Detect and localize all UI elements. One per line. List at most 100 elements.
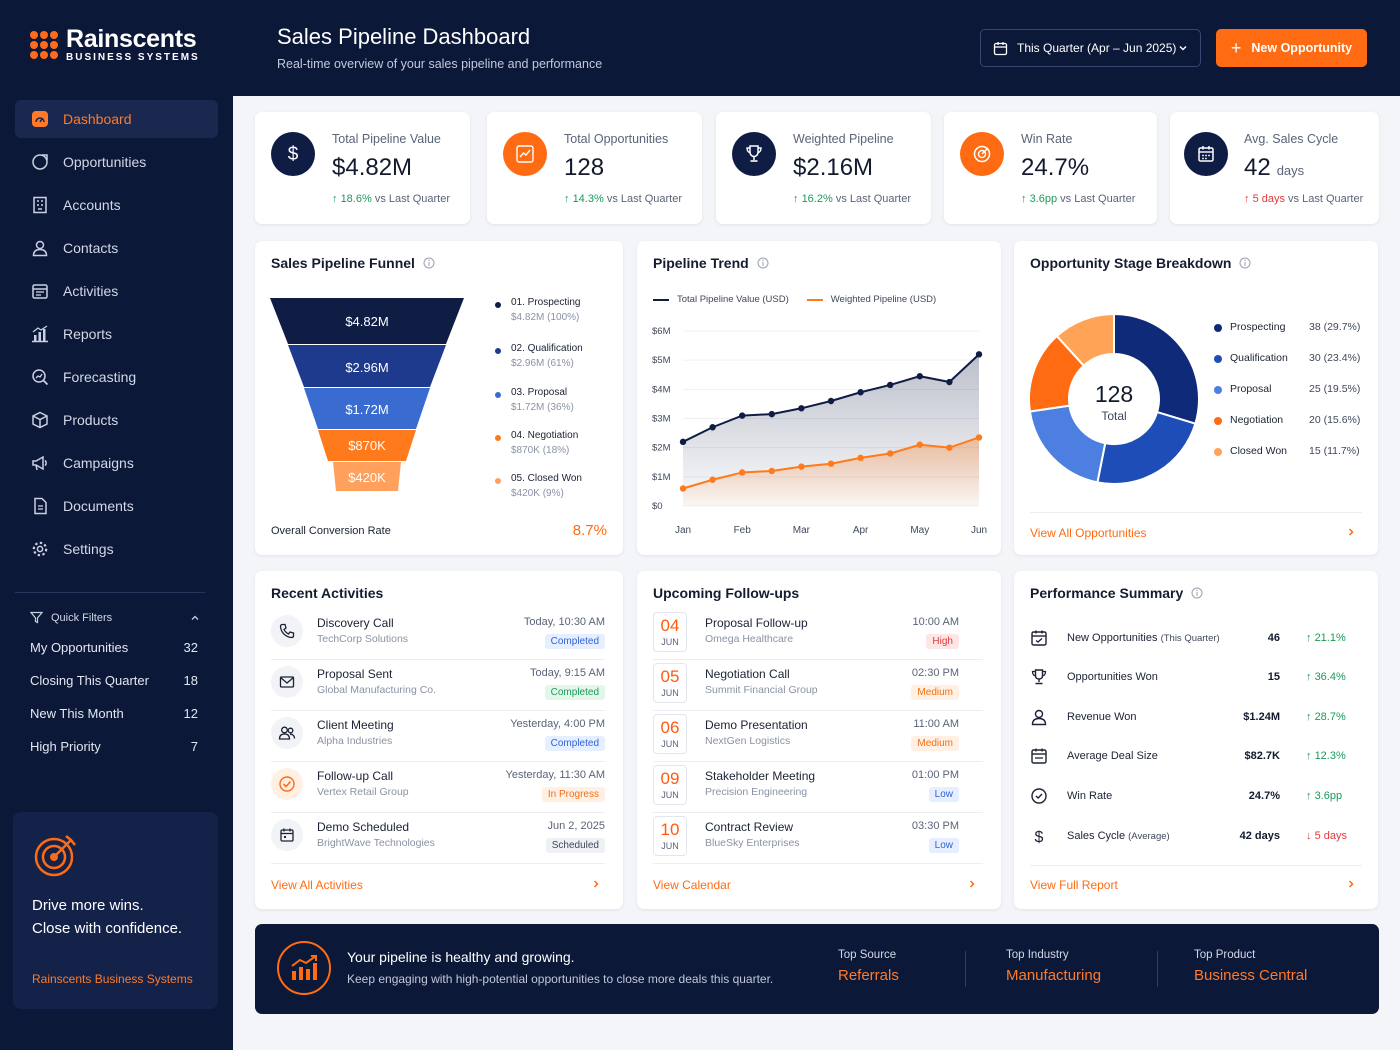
data-point[interactable]: [709, 424, 716, 431]
data-point[interactable]: [857, 389, 864, 396]
nav-item-campaigns[interactable]: Campaigns: [15, 444, 218, 482]
kpi-card-weighted-pipeline: Weighted Pipeline $2.16M ↑ 16.2% vs Last…: [716, 112, 931, 224]
chevron-up-icon[interactable]: [190, 613, 200, 623]
kpi-label: Weighted Pipeline: [793, 132, 894, 146]
data-point[interactable]: [739, 412, 746, 419]
followup-row[interactable]: 04 JUN Proposal Follow-up Omega Healthcar…: [653, 609, 983, 660]
data-point[interactable]: [827, 397, 835, 405]
performance-metric-value: $1.24M: [1243, 711, 1280, 723]
chevron-down-icon: [1178, 43, 1188, 53]
info-icon[interactable]: [1191, 587, 1203, 599]
view-full-report-link[interactable]: View Full Report: [1030, 878, 1118, 892]
data-point[interactable]: [768, 410, 775, 418]
data-point[interactable]: [916, 373, 923, 380]
new-opportunity-button[interactable]: + New Opportunity: [1216, 29, 1367, 67]
donut-slice[interactable]: [1055, 312, 1115, 368]
nav-item-dashboard[interactable]: Dashboard: [15, 100, 218, 138]
followup-row[interactable]: 09 JUN Stakeholder Meeting Precision Engi…: [653, 762, 983, 813]
metric-label: Win Rate: [1067, 790, 1113, 802]
view-all-opportunities-link[interactable]: View All Opportunities: [1030, 526, 1147, 540]
data-point[interactable]: [946, 444, 953, 451]
divider: [1030, 512, 1362, 513]
view-all-activities-link[interactable]: View All Activities: [271, 878, 363, 892]
stage-legend-item: Negotiation 20 (15.6%): [1214, 414, 1364, 430]
followup-row[interactable]: 06 JUN Demo Presentation NextGen Logistic…: [653, 711, 983, 762]
funnel-stage-negotiation[interactable]: [318, 430, 416, 461]
date-month: JUN: [661, 841, 679, 851]
gear-icon: [30, 539, 50, 559]
activity-row[interactable]: Demo Scheduled BrightWave Technologies J…: [271, 813, 605, 864]
chevron-right-icon[interactable]: [967, 879, 977, 889]
data-point[interactable]: [975, 351, 983, 358]
promo-brand: Rainscents Business Systems: [32, 972, 193, 986]
funnel-stage-detail: $870K (18%): [511, 445, 570, 456]
nav-item-forecasting[interactable]: Forecasting: [15, 358, 218, 396]
performance-summary-card: Performance Summary New Opportunities (T…: [1014, 571, 1378, 909]
followup-time: 02:30 PM: [911, 667, 959, 679]
view-calendar-link[interactable]: View Calendar: [653, 878, 731, 892]
quick-filter-count: 18: [183, 673, 198, 688]
activity-title: Follow-up Call: [317, 769, 394, 783]
funnel-stage-prospecting[interactable]: [270, 298, 464, 344]
nav-item-settings[interactable]: Settings: [15, 530, 218, 568]
date-range-select[interactable]: This Quarter (Apr – Jun 2025): [980, 29, 1201, 67]
data-point[interactable]: [946, 378, 953, 386]
x-tick-label: Jan: [675, 525, 691, 536]
followup-row[interactable]: 10 JUN Contract Review BlueSky Enterprise…: [653, 813, 983, 864]
activity-row[interactable]: Proposal Sent Global Manufacturing Co. T…: [271, 660, 605, 711]
funnel-stage-qualification[interactable]: [288, 345, 446, 387]
kpi-value-number: $4.82M: [332, 154, 413, 181]
brand-logo[interactable]: Rainscents BUSINESS SYSTEMS: [30, 26, 200, 64]
priority-badge: Medium: [911, 736, 959, 751]
kpi-change-value: 3.6pp: [1029, 193, 1058, 205]
donut-slice[interactable]: [1096, 410, 1197, 485]
nav-label: Dashboard: [63, 111, 132, 127]
data-point[interactable]: [709, 476, 716, 483]
nav-item-accounts[interactable]: Accounts: [15, 186, 218, 224]
nav-item-contacts[interactable]: Contacts: [15, 229, 218, 267]
data-point[interactable]: [857, 454, 864, 462]
followup-time: 11:00 AM: [913, 718, 959, 730]
kpi-change-suffix: vs Last Quarter: [374, 193, 451, 205]
nav-item-documents[interactable]: Documents: [15, 487, 218, 525]
data-point[interactable]: [739, 469, 746, 476]
data-point[interactable]: [798, 463, 805, 470]
brand-dots-icon: [30, 31, 58, 59]
chevron-right-icon[interactable]: [591, 879, 601, 889]
nav-item-activities[interactable]: Activities: [15, 272, 218, 310]
donut-slice[interactable]: [1113, 312, 1200, 425]
funnel-stage-detail: $1.72M (36%): [511, 402, 574, 413]
data-point[interactable]: [827, 460, 835, 467]
quick-filters-header[interactable]: Quick Filters: [30, 611, 200, 624]
data-point[interactable]: [679, 485, 687, 492]
quick-filter-item[interactable]: Closing This Quarter 18: [30, 673, 198, 706]
followup-row[interactable]: 05 JUN Negotiation Call Summit Financial …: [653, 660, 983, 711]
data-point[interactable]: [887, 450, 894, 457]
nav-item-opportunities[interactable]: Opportunities: [15, 143, 218, 181]
funnel-stage-proposal[interactable]: [304, 388, 430, 429]
activity-row[interactable]: Client Meeting Alpha Industries Yesterda…: [271, 711, 605, 762]
data-point[interactable]: [768, 467, 775, 475]
nav-item-products[interactable]: Products: [15, 401, 218, 439]
activity-row[interactable]: Follow-up Call Vertex Retail Group Yeste…: [271, 762, 605, 813]
info-icon[interactable]: [1239, 257, 1251, 269]
info-icon[interactable]: [423, 257, 435, 269]
page-title: Sales Pipeline Dashboard: [277, 24, 531, 49]
data-point[interactable]: [887, 381, 894, 389]
chevron-right-icon[interactable]: [1346, 527, 1356, 537]
quick-filter-item[interactable]: New This Month 12: [30, 706, 198, 739]
quick-filter-item[interactable]: High Priority 7: [30, 739, 198, 772]
kpi-label: Avg. Sales Cycle: [1244, 132, 1339, 146]
chevron-right-icon[interactable]: [1346, 879, 1356, 889]
funnel-stage-closed-won[interactable]: [333, 462, 401, 491]
data-point[interactable]: [798, 405, 805, 412]
data-point[interactable]: [679, 438, 687, 446]
performance-row: Opportunities Won 15 ↑ 36.4%: [1030, 666, 1354, 705]
activity-row[interactable]: Discovery Call TechCorp Solutions Today,…: [271, 609, 605, 660]
data-point[interactable]: [916, 441, 923, 448]
quick-filter-item[interactable]: My Opportunities 32: [30, 640, 198, 673]
banner-stat-top-source: Top Source Referrals: [838, 949, 899, 984]
info-icon[interactable]: [757, 257, 769, 269]
nav-item-reports[interactable]: Reports: [15, 315, 218, 353]
data-point[interactable]: [975, 434, 983, 441]
